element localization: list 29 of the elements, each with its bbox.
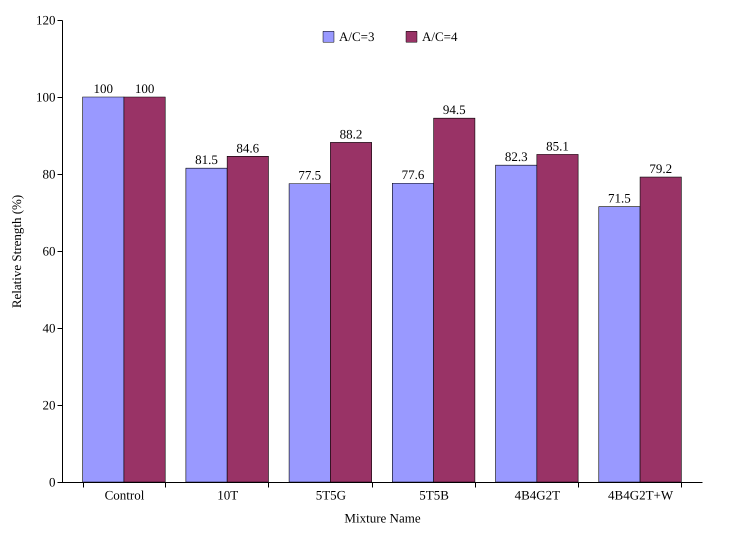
x-tick-label: 10T bbox=[217, 488, 238, 502]
data-label: 71.5 bbox=[608, 190, 631, 206]
x-tick-label: Control bbox=[104, 488, 145, 502]
x-tick-label: 4B4G2T bbox=[514, 488, 560, 502]
y-tick-label: 100 bbox=[36, 90, 56, 104]
data-label: 77.5 bbox=[298, 168, 322, 183]
data-label: 94.5 bbox=[442, 102, 466, 118]
data-label: 81.5 bbox=[195, 152, 218, 168]
data-label: 82.3 bbox=[504, 149, 528, 164]
data-label: 85.1 bbox=[546, 138, 569, 154]
y-tick-label: 0 bbox=[49, 474, 56, 490]
y-tick-label: 60 bbox=[42, 244, 56, 258]
x-tick-label: 4B4G2T+W bbox=[608, 488, 674, 502]
y-tick-label: 120 bbox=[36, 12, 56, 28]
data-label: 100 bbox=[94, 81, 114, 96]
data-label: 79.2 bbox=[649, 161, 672, 176]
y-tick-label: 20 bbox=[42, 398, 56, 412]
x-axis-title: Mixture Name bbox=[344, 510, 421, 526]
data-label: 84.6 bbox=[236, 140, 260, 156]
data-label: 100 bbox=[134, 81, 154, 96]
x-tick-label: 5T5B bbox=[419, 488, 450, 502]
x-tick-label: 5T5G bbox=[316, 488, 346, 502]
y-tick-label: 80 bbox=[42, 166, 56, 182]
data-label: 88.2 bbox=[340, 126, 362, 142]
y-axis-title: Relative Strength (%) bbox=[9, 194, 24, 308]
legend-label: A/C=4 bbox=[422, 28, 458, 44]
legend-label: A/C=3 bbox=[339, 28, 375, 44]
data-label: 77.6 bbox=[402, 167, 425, 182]
y-tick-label: 40 bbox=[42, 320, 56, 336]
